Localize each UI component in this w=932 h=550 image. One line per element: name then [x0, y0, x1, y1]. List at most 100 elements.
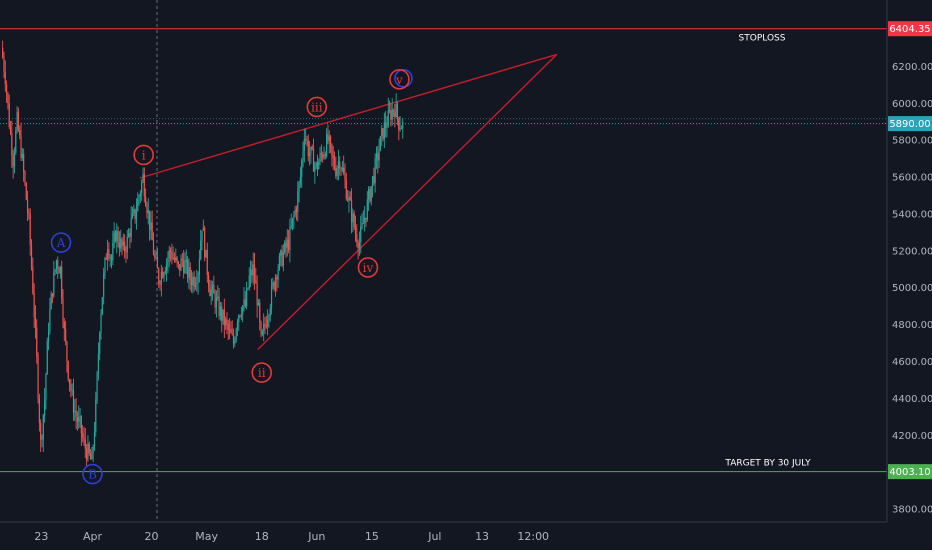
candle-body — [109, 257, 111, 259]
candle-body — [249, 269, 252, 276]
candle-body — [184, 262, 186, 273]
candle-body — [269, 307, 271, 317]
candle-body — [366, 199, 368, 220]
candle-body — [169, 250, 172, 252]
price-axis[interactable]: 3800.004000.004200.004400.004600.004800.… — [886, 0, 932, 522]
candle-body — [103, 273, 105, 298]
candle-body — [379, 136, 382, 151]
candle-body — [146, 205, 148, 214]
candle-body — [101, 297, 103, 315]
candle-body — [231, 333, 233, 335]
candle-body — [40, 422, 42, 440]
candle-body — [205, 249, 207, 258]
candle-body — [210, 289, 212, 297]
candle-body — [38, 398, 40, 423]
candle-body — [26, 199, 29, 213]
candle-body — [5, 84, 8, 93]
candle-body — [244, 299, 246, 307]
y-tick-label: 6200.00 — [892, 62, 932, 73]
candle-body — [339, 161, 341, 169]
candle-body — [135, 210, 138, 220]
candle-body — [328, 136, 330, 141]
candle-body — [370, 186, 372, 202]
candle-body — [71, 390, 73, 392]
target-annotation: TARGET BY 30 JULY — [724, 459, 811, 469]
candle-body — [286, 239, 288, 248]
candle-body — [193, 276, 195, 287]
level-lines — [0, 28, 887, 473]
candle-body — [360, 226, 362, 243]
candle-body — [347, 198, 349, 201]
candle-body — [369, 189, 371, 202]
candle-body — [316, 162, 319, 170]
candle-body — [215, 297, 218, 308]
candle-body — [185, 259, 187, 263]
candle-body — [86, 448, 88, 460]
candle-body — [125, 251, 127, 253]
candle-body — [382, 128, 384, 139]
candle-body — [227, 323, 229, 330]
candle-body — [156, 257, 159, 269]
wave-circle — [389, 69, 410, 90]
candle-body — [41, 439, 43, 441]
candle-body — [240, 314, 242, 316]
candle-body — [187, 259, 189, 278]
candle-body — [206, 249, 208, 275]
candle-body — [29, 213, 31, 245]
candle-body — [340, 168, 342, 170]
candle-body — [44, 399, 46, 415]
level-annotations: STOPLOSS TARGET BY 30 JULY — [724, 34, 811, 469]
candle-body — [392, 109, 395, 112]
wave-circle-outer — [394, 69, 413, 88]
candle-body — [287, 239, 290, 250]
candle-body — [263, 323, 265, 331]
candle-body — [280, 250, 282, 256]
time-axis[interactable]: 23 Apr 20 May 18 Jun 15 Jul 13 12:00 — [0, 521, 887, 543]
candle-body — [391, 109, 393, 120]
candle-body — [166, 261, 168, 272]
x-tick-label: Apr — [83, 530, 103, 543]
candle-body — [248, 275, 250, 289]
candle-body — [75, 410, 77, 418]
candle-body — [272, 282, 274, 286]
candle-body — [268, 316, 270, 320]
candle-body — [97, 353, 100, 374]
candle-body — [134, 209, 136, 220]
candle-body — [28, 212, 30, 214]
candle-body — [323, 154, 325, 158]
candle-body — [100, 314, 102, 334]
candle-body — [395, 103, 397, 117]
candle-body — [124, 241, 126, 252]
candle-body — [331, 144, 333, 156]
candle-body — [15, 130, 17, 153]
candle-body — [257, 302, 260, 306]
candle-body — [127, 233, 130, 237]
candle-body — [8, 103, 10, 128]
candle-body — [159, 283, 161, 285]
candle-body — [373, 176, 375, 184]
candle-body — [202, 228, 204, 231]
candle-body — [108, 249, 110, 258]
candle-body — [222, 309, 224, 321]
candle-body — [243, 299, 245, 306]
y-tick-label: 4800.00 — [892, 320, 932, 331]
candle-body — [344, 174, 346, 181]
candle-body — [293, 215, 295, 219]
candle-body — [225, 319, 227, 326]
candle-body — [314, 165, 316, 172]
candle-body — [278, 255, 281, 270]
y-tick-label: 5200.00 — [892, 246, 932, 257]
candle-body — [284, 242, 286, 253]
candle-body — [79, 416, 81, 418]
candle-body — [76, 417, 79, 422]
candle-body — [324, 154, 326, 156]
candle-body — [177, 261, 180, 265]
candle-body — [230, 328, 232, 334]
candle-body — [137, 199, 139, 211]
candle-body — [385, 122, 387, 128]
candle-body — [386, 126, 388, 128]
candle-body — [239, 315, 241, 317]
candle-body — [194, 283, 197, 287]
trendline — [257, 53, 558, 351]
